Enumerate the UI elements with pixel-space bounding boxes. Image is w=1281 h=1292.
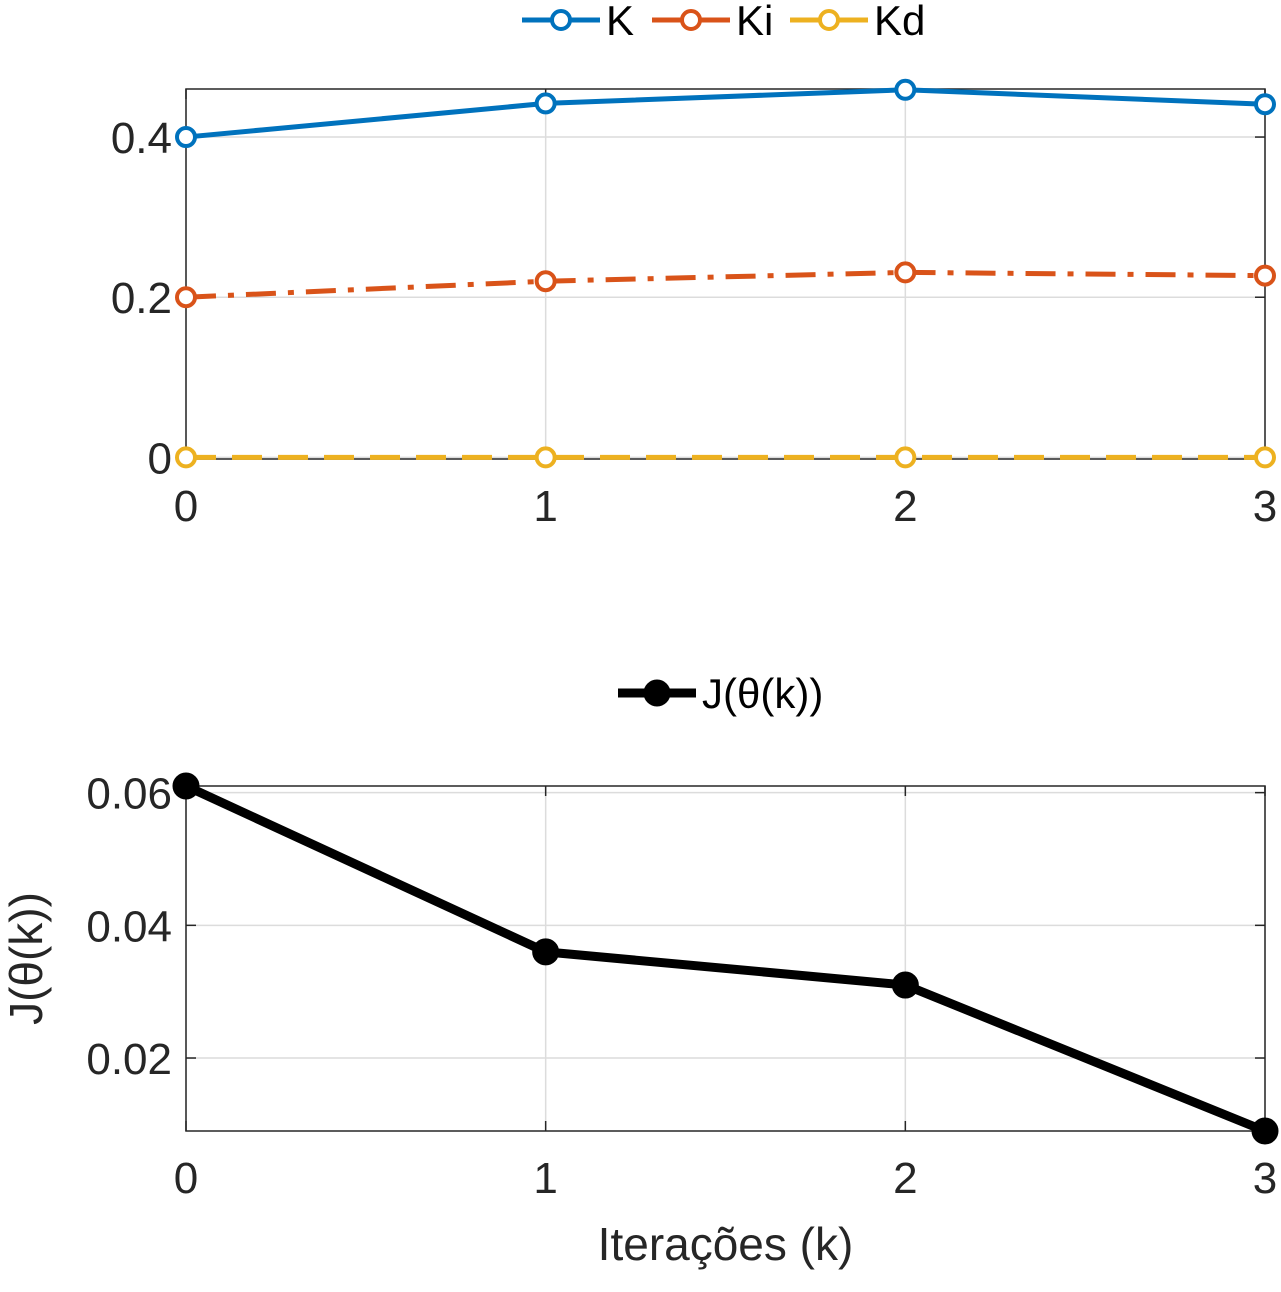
data-point [532,938,560,966]
data-point [172,772,200,800]
y-tick-label: 0.2 [111,274,172,323]
data-point [1254,446,1276,469]
x-tick-label: 2 [893,1154,917,1203]
legend-marker [643,679,671,707]
data-point [175,446,197,469]
y-tick-label: 0.02 [86,1035,172,1084]
data-point [175,126,197,149]
y-tick-label: 0 [148,434,172,483]
series-line-j-k [184,781,1267,1136]
x-tick-label: 0 [174,1154,198,1203]
series-line-ki [185,269,1266,300]
y-tick-label: 0.06 [86,770,172,819]
plot-frame [185,785,1266,1132]
x-tick-label: 3 [1253,482,1277,531]
data-point [891,971,919,999]
data-point [1254,264,1276,287]
x-axis-label: Iterações (k) [598,1218,854,1270]
x-tick-label: 1 [533,1154,557,1203]
data-point [894,261,917,284]
legend-label: J(θ(k)) [702,670,823,717]
legend-marker [680,9,702,31]
x-tick-label: 3 [1253,1154,1277,1203]
y-axis-label: J(θ(k)) [0,892,52,1025]
x-tick-label: 0 [174,482,198,531]
legend-label: Ki [736,0,773,44]
data-point [1254,93,1276,116]
data-point [534,446,557,469]
data-point [534,270,557,293]
legend-label: Kd [874,0,925,44]
chart-cost: 0 1 2 3 0.02 0.04 0.06 J(θ(k)) Iterações (k) J(θ(… [0,670,1279,1270]
data-point [894,78,917,101]
data-point [1251,1117,1279,1145]
y-tick-label: 0.4 [111,114,172,163]
legend-label: K [606,0,634,44]
data-point [175,286,197,309]
y-tick-label: 0.04 [86,902,172,951]
data-point [894,446,917,469]
chart-gains: 0 1 2 3 0 0.2 0.4 K Ki Kd [111,0,1277,531]
x-tick-label: 1 [533,482,557,531]
legend-marker [818,9,840,31]
legend-marker [550,9,572,31]
series-line-k [185,87,1266,140]
x-tick-label: 2 [893,482,917,531]
data-point [534,92,557,115]
